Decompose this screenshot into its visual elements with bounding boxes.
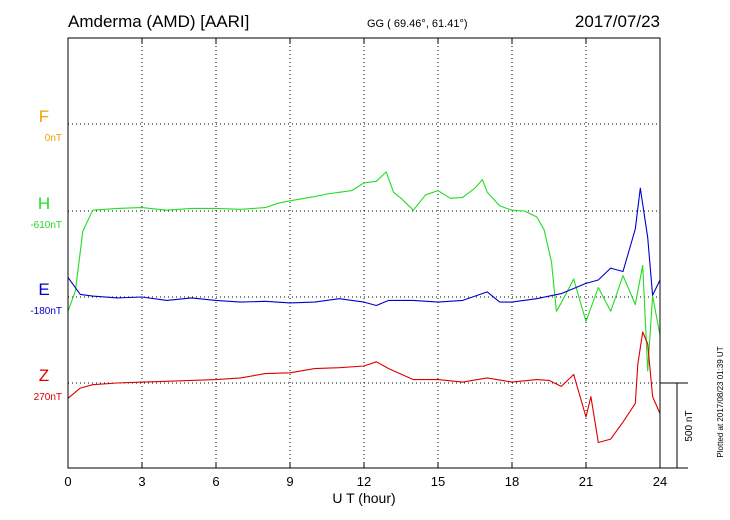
component-letter-h: H [38, 194, 50, 213]
x-tick-label: 12 [357, 474, 371, 489]
component-letter-z: Z [39, 366, 49, 385]
trace-h [67, 171, 661, 372]
component-baseline-f: 0nT [45, 133, 62, 144]
x-axis-label: U T (hour) [332, 490, 395, 506]
trace-z [67, 331, 661, 444]
plotted-at-note: Plotted at 2017/08/23 01:39 UT [716, 346, 725, 457]
scale-bar: 500 nT [660, 382, 695, 469]
x-tick-label: 3 [138, 474, 145, 489]
x-tick-label: 18 [505, 474, 519, 489]
scale-bar-label: 500 nT [684, 410, 695, 441]
component-letter-f: F [39, 107, 49, 126]
component-letter-e: E [38, 280, 49, 299]
date-label: 2017/07/23 [575, 12, 660, 31]
x-tick-label: 15 [431, 474, 445, 489]
x-tick-label: 21 [579, 474, 593, 489]
component-baseline-h: -610nT [30, 220, 62, 231]
x-axis-ticks: 0 3 6 9 12 15 18 21 24 [64, 38, 667, 489]
x-tick-label: 24 [653, 474, 667, 489]
trace-e [67, 187, 661, 307]
x-tick-label: 9 [286, 474, 293, 489]
grid [68, 38, 660, 468]
coordinates-label: GG ( 69.46°, 61.41°) [367, 18, 468, 30]
x-tick-label: 0 [64, 474, 71, 489]
x-tick-label: 6 [212, 474, 219, 489]
station-title: Amderma (AMD) [AARI] [68, 12, 249, 31]
component-baseline-z: 270nT [34, 392, 62, 403]
component-labels: F 0nT H -610nT E -180nT Z 270nT [30, 107, 62, 403]
component-baseline-e: -180nT [30, 306, 62, 317]
traces [67, 171, 661, 444]
